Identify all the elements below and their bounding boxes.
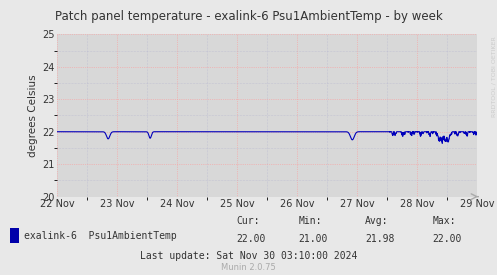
Text: 21.00: 21.00 bbox=[298, 234, 328, 244]
Text: exalink-6  Psu1AmbientTemp: exalink-6 Psu1AmbientTemp bbox=[24, 231, 176, 241]
Text: Munin 2.0.75: Munin 2.0.75 bbox=[221, 263, 276, 272]
Text: Last update: Sat Nov 30 03:10:00 2024: Last update: Sat Nov 30 03:10:00 2024 bbox=[140, 251, 357, 261]
Text: 21.98: 21.98 bbox=[365, 234, 395, 244]
Text: RRDTOOL / TOBI OETIKER: RRDTOOL / TOBI OETIKER bbox=[491, 37, 496, 117]
Text: 22.00: 22.00 bbox=[432, 234, 462, 244]
Text: Patch panel temperature - exalink-6 Psu1AmbientTemp - by week: Patch panel temperature - exalink-6 Psu1… bbox=[55, 10, 442, 23]
Text: Max:: Max: bbox=[432, 216, 456, 226]
Text: Cur:: Cur: bbox=[236, 216, 259, 226]
Y-axis label: degrees Celsius: degrees Celsius bbox=[28, 74, 38, 157]
Text: Avg:: Avg: bbox=[365, 216, 389, 226]
Text: Min:: Min: bbox=[298, 216, 322, 226]
Text: 22.00: 22.00 bbox=[236, 234, 265, 244]
